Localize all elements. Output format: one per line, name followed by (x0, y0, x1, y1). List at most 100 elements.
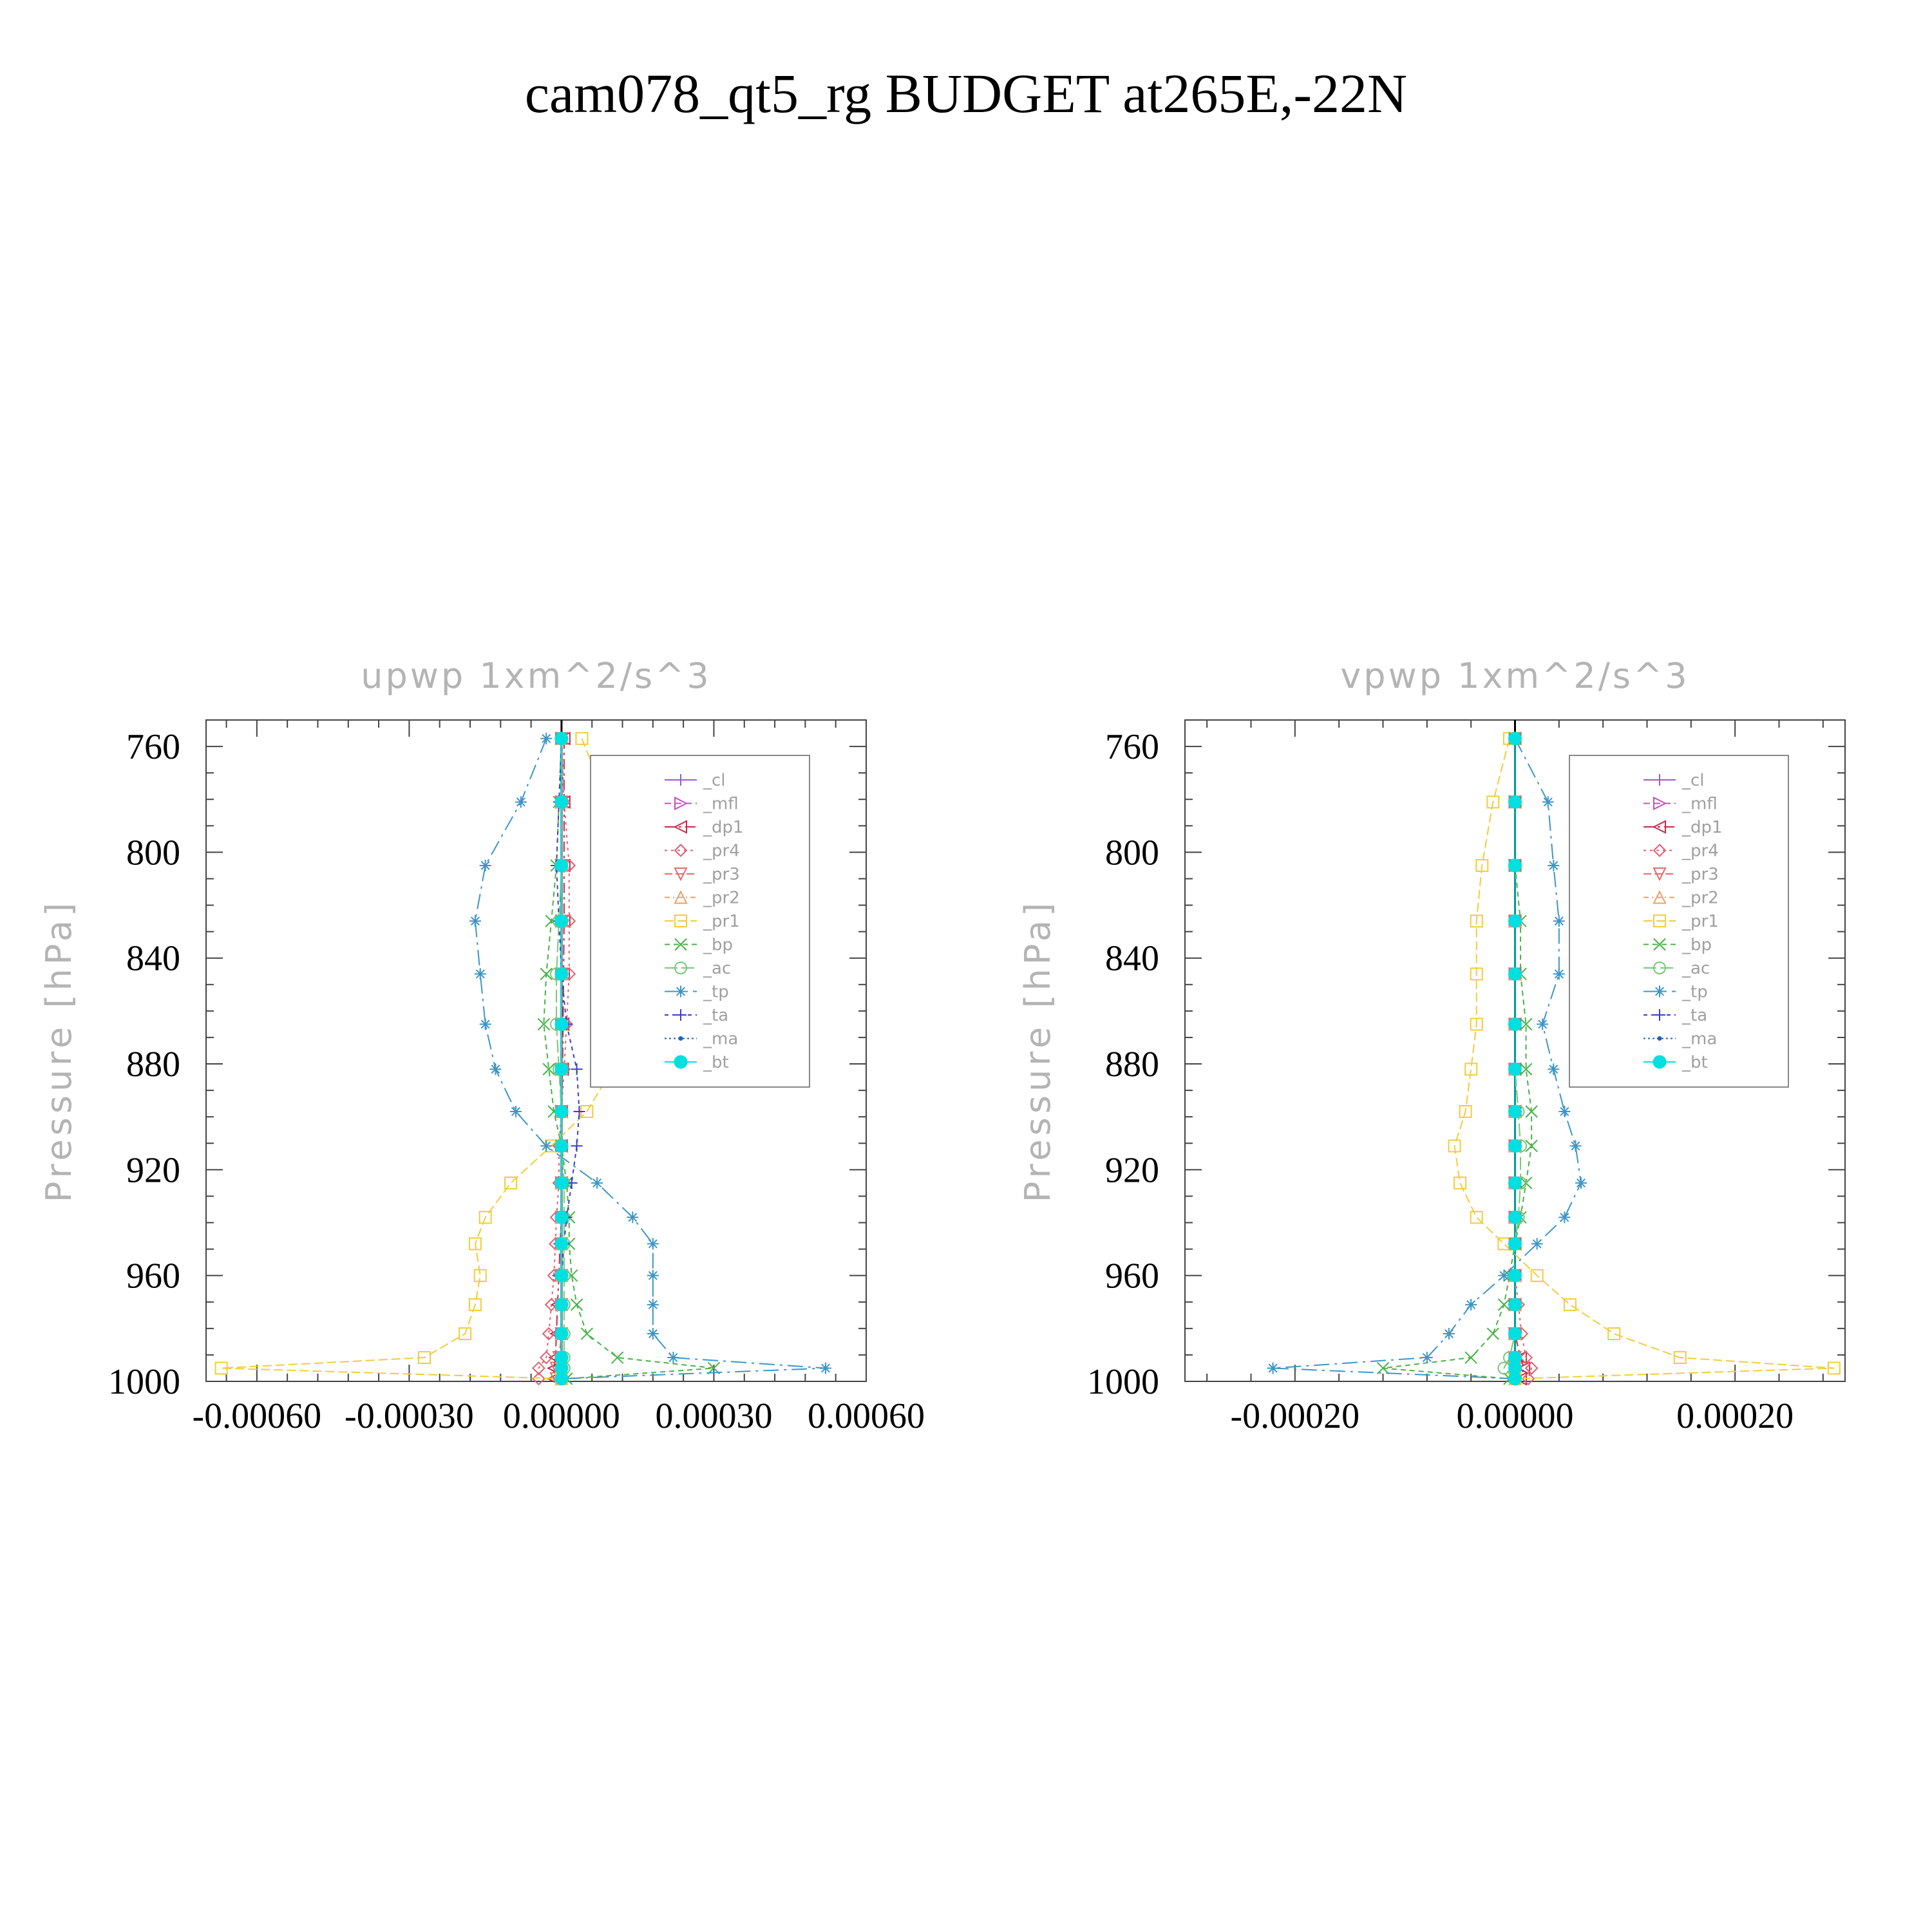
legend-label: _pr1 (1681, 912, 1719, 931)
y-tick-label: 920 (1105, 1150, 1159, 1190)
y-tick-label: 760 (126, 727, 180, 767)
series-line (556, 738, 565, 1379)
legend-label: _bt (1681, 1053, 1708, 1072)
data-point (1470, 1211, 1483, 1224)
legend-marker (1654, 774, 1665, 786)
data-point (575, 732, 589, 745)
data-point (554, 967, 569, 981)
legend-marker (675, 985, 687, 998)
data-point (539, 1350, 553, 1365)
legend-marker (1653, 796, 1667, 811)
legend-label: _pr3 (703, 865, 740, 884)
data-point (647, 1298, 659, 1311)
y-tick-label: 800 (1105, 833, 1159, 873)
series-ta (551, 732, 585, 1385)
data-point (591, 1177, 603, 1189)
data-point (532, 1372, 545, 1386)
data-point (474, 968, 486, 980)
data-point (515, 796, 527, 808)
legend-label: _ta (1681, 1006, 1707, 1025)
y-tick-label: 960 (1105, 1256, 1159, 1296)
data-point (1376, 1361, 1390, 1375)
series-pr1 (214, 732, 650, 1385)
data-point (459, 1327, 472, 1341)
y-tick-label: 880 (126, 1045, 180, 1084)
legend: _cl _mfl _dp1 _pr4 _pr3 _pr2 _pr1 _bp _ac _tp _ta _… (590, 755, 810, 1088)
data-point (1569, 1140, 1582, 1152)
series-line (1383, 738, 1533, 1379)
y-tick-label: 960 (126, 1256, 180, 1296)
data-point (627, 1211, 639, 1224)
series-line (538, 738, 570, 1379)
series-tp (1267, 732, 1587, 1385)
legend-label: _cl (1681, 771, 1705, 790)
data-point (1553, 915, 1565, 927)
legend-marker (1653, 914, 1666, 927)
data-point (1508, 1104, 1522, 1119)
data-point (1508, 914, 1522, 928)
legend-marker (1654, 1009, 1665, 1021)
data-point (1542, 796, 1554, 808)
legend-label: _pr3 (1681, 865, 1719, 884)
data-point (554, 914, 569, 928)
legend-marker (1653, 961, 1666, 974)
legend-marker (1653, 1055, 1667, 1069)
data-point (571, 1063, 583, 1075)
data-point (489, 1063, 502, 1075)
data-point (554, 1298, 569, 1312)
data-point (554, 1017, 569, 1031)
data-point (1575, 1177, 1587, 1189)
data-point (1508, 732, 1522, 746)
y-tick-label: 840 (126, 939, 180, 979)
data-point (469, 915, 481, 927)
y-tick-label: 1000 (108, 1362, 180, 1402)
legend-label: _tp (703, 983, 729, 1002)
series-line (1514, 738, 1533, 1379)
data-point (571, 1140, 583, 1152)
data-point (1607, 1327, 1621, 1341)
data-point (1558, 1211, 1571, 1224)
legend-marker (675, 774, 687, 786)
legend-label: _tp (1681, 983, 1708, 1002)
data-point (554, 1062, 569, 1076)
data-point (1470, 1018, 1483, 1031)
data-point (1508, 1017, 1522, 1031)
data-point (554, 1104, 569, 1119)
legend-marker (1654, 985, 1665, 998)
series-pr4 (1508, 732, 1539, 1386)
data-point (1470, 914, 1483, 928)
x-tick-label: 0.00000 (503, 1396, 620, 1436)
legend-marker (674, 844, 688, 857)
data-point (509, 1105, 522, 1117)
data-point (1827, 1361, 1841, 1375)
data-point (1508, 967, 1522, 981)
legend-marker (674, 938, 687, 951)
series-line (221, 738, 644, 1379)
data-point (1486, 795, 1500, 809)
data-point (473, 1269, 487, 1282)
data-point (1508, 1269, 1522, 1283)
series-line (1454, 738, 1834, 1379)
data-point (1508, 1062, 1522, 1076)
data-point (1525, 1139, 1538, 1153)
series-ac (1497, 732, 1528, 1385)
series-pr4 (532, 732, 576, 1386)
data-point (554, 1210, 569, 1224)
data-point (1519, 1350, 1533, 1365)
data-point (554, 1269, 569, 1283)
data-point (1486, 1327, 1500, 1340)
x-tick-label: 0.00060 (808, 1396, 925, 1436)
page-title: cam078_qt5_rg BUDGET at265E,-22N (524, 62, 1408, 124)
legend-marker (674, 961, 687, 974)
data-point (1548, 1063, 1560, 1075)
legend-marker (1653, 938, 1666, 951)
data-point (1443, 1328, 1455, 1340)
x-tick-label: 0.00020 (1676, 1396, 1794, 1436)
series-line (543, 738, 714, 1379)
legend-label: _bt (703, 1053, 729, 1072)
data-point (418, 1351, 431, 1365)
legend-box (590, 755, 810, 1088)
data-point (1519, 1063, 1533, 1075)
x-tick-label: -0.00020 (1231, 1396, 1360, 1436)
legend-label: _ac (1681, 959, 1710, 978)
